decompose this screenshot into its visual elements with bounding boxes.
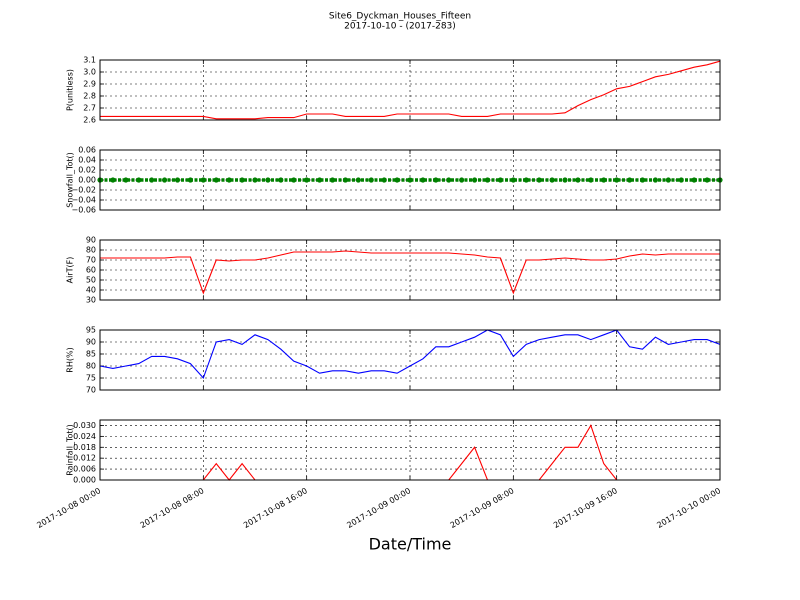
y-tick-label: −0.06 <box>71 206 96 215</box>
y-tick-label: 3.1 <box>83 56 96 65</box>
y-axis-label: Rainfall_Tot() <box>66 424 75 476</box>
y-tick-label: 90 <box>86 236 96 245</box>
y-tick-label: 0.012 <box>73 454 96 463</box>
y-tick-label: 0.02 <box>78 166 96 175</box>
y-tick-label: 0.04 <box>78 156 96 165</box>
y-tick-label: 95 <box>86 326 96 335</box>
y-tick-label: 40 <box>86 286 96 295</box>
y-tick-label: 90 <box>86 338 96 347</box>
y-tick-label: 2.6 <box>83 116 96 125</box>
y-axis-label: P(unitless) <box>66 69 75 111</box>
figure-subtitle: 2017-10-10 - (2017-283) <box>344 22 456 32</box>
y-tick-label: 70 <box>86 386 96 395</box>
y-axis-label: RH(%) <box>66 347 75 372</box>
y-tick-label: 0.00 <box>78 176 96 185</box>
line-series <box>100 60 721 120</box>
y-tick-label: −0.02 <box>71 186 96 195</box>
y-tick-label: 2.8 <box>83 92 96 101</box>
y-tick-label: 85 <box>86 350 96 359</box>
y-tick-label: 70 <box>86 256 96 265</box>
axes-frame <box>99 239 721 301</box>
y-tick-label: 80 <box>86 362 96 371</box>
y-tick-label: 30 <box>86 296 96 305</box>
y-tick-label: 60 <box>86 266 96 275</box>
y-tick-label: 50 <box>86 276 96 285</box>
y-tick-label: 80 <box>86 246 96 255</box>
x-axis-label: Date/Time <box>369 535 452 554</box>
y-tick-label: 75 <box>86 374 96 383</box>
line-series <box>100 250 720 295</box>
axes-frame <box>99 149 721 211</box>
y-tick-label: 0.06 <box>78 146 96 155</box>
y-tick-label: 2.9 <box>83 80 96 89</box>
y-tick-label: 0.006 <box>73 465 96 474</box>
figure-title: Site6_Dyckman_Houses_Fifteen <box>329 12 471 22</box>
y-tick-label: 0.024 <box>73 432 96 441</box>
y-tick-label: 3.0 <box>83 68 96 77</box>
y-tick-label: 0.000 <box>73 476 96 485</box>
y-axis-label: AirT(F) <box>66 257 75 284</box>
y-tick-label: 0.018 <box>73 443 96 452</box>
y-tick-label: 2.7 <box>83 104 96 113</box>
axes-frame <box>99 59 721 121</box>
y-tick-label: 0.030 <box>73 421 96 430</box>
axes-frame <box>99 419 721 481</box>
y-tick-label: −0.04 <box>71 196 96 205</box>
axes-frame <box>99 329 721 391</box>
y-axis-label: Snowfall_Tot() <box>66 152 75 208</box>
